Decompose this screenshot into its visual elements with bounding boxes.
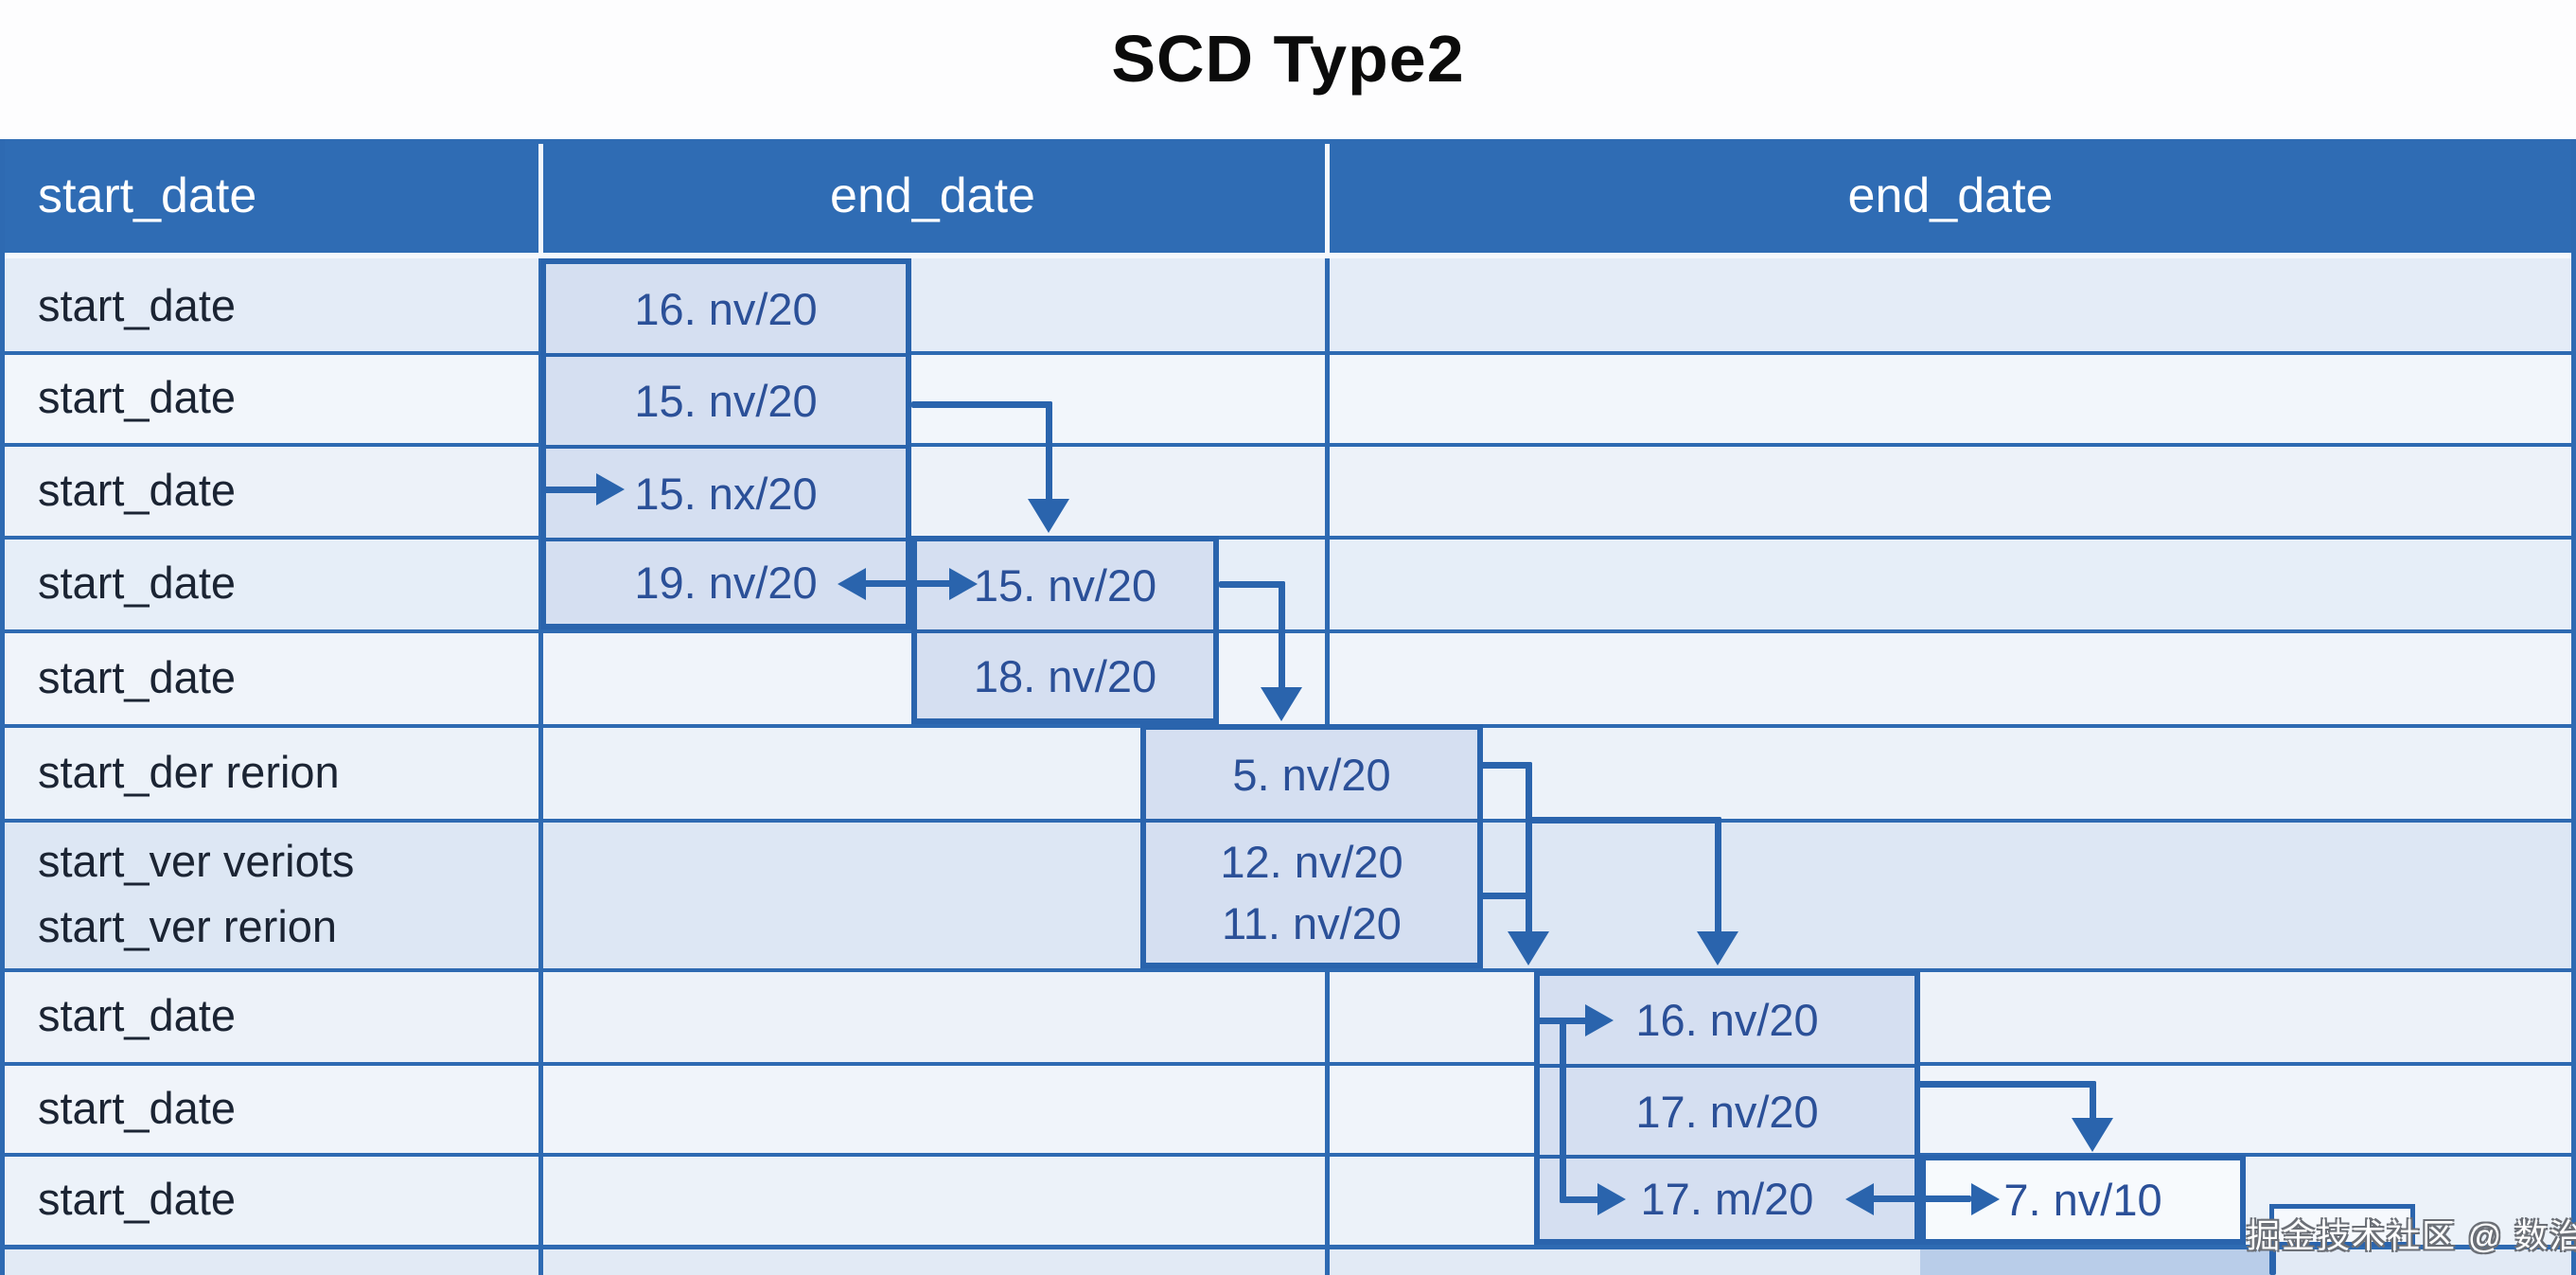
- table-row: start_date: [0, 258, 2576, 351]
- date-cell: 18. nv/20: [973, 650, 1157, 701]
- arrow-box4-to-box5-head: [2072, 1118, 2113, 1152]
- table-row: start_date: [0, 536, 2576, 629]
- row-label: start_date: [38, 279, 237, 330]
- grid-hline: [0, 968, 2576, 972]
- grid-vline-col1: [538, 258, 543, 1275]
- box-divider: [1146, 819, 1477, 823]
- arrow-box4-to-box5-v: [2090, 1081, 2096, 1121]
- arrow-into-r10-head: [1597, 1183, 1626, 1215]
- table-border-left: [0, 139, 5, 1275]
- partial-box-edge: [2269, 1247, 2276, 1275]
- arrow-r2-to-box2-h: [911, 401, 1052, 408]
- box-divider: [1540, 1064, 1914, 1068]
- date-cell: 15. nx/20: [634, 468, 818, 519]
- box-divider: [546, 538, 906, 541]
- table-row: start_date: [0, 968, 2576, 1062]
- diagram-title: SCD Type2: [1111, 22, 1465, 96]
- arrow-r10-right-head: [1971, 1183, 2000, 1215]
- partial-date-box: [2269, 1204, 2415, 1247]
- date-cell: 16. nv/20: [1635, 995, 1819, 1045]
- row-label: start_date: [38, 464, 237, 515]
- header-bottom-gap: [0, 253, 2576, 258]
- row-label-line2: start_ver rerion: [38, 901, 338, 951]
- date-cell-multiline: 12. nv/20 11. nv/20: [1220, 837, 1403, 948]
- arrow-r8-to-r10-v: [1560, 1018, 1566, 1203]
- arrow-box3-drop2-h: [1529, 817, 1721, 823]
- box-divider: [546, 445, 906, 449]
- arrow-box4-to-box5-h: [1918, 1081, 2096, 1088]
- table-row: start_date: [0, 443, 2576, 536]
- row-label: start_date: [38, 1082, 237, 1133]
- arrow-r2-to-box2-head: [1028, 499, 1069, 533]
- arrow-box3-r7-stub: [1479, 893, 1532, 899]
- date-cell: 19. nv/20: [634, 558, 818, 608]
- arrow-into-r8-head: [1585, 1004, 1614, 1036]
- row-label-line1: start_ver veriots: [38, 836, 355, 886]
- arrow-into-r10-shaft: [1560, 1196, 1599, 1203]
- grid-hline: [0, 536, 2576, 540]
- arrow-box3-drop1-v: [1526, 762, 1532, 934]
- date-cell: 17. m/20: [1640, 1174, 1814, 1224]
- date-cell: 16. nv/20: [634, 283, 818, 334]
- header-cell-start-date: start_date: [0, 139, 540, 253]
- date-box-5: 7. nv/10: [1920, 1155, 2246, 1245]
- arrow-r4-shaft: [861, 580, 954, 587]
- row-label: start_date: [38, 990, 237, 1040]
- table-row: start_date: [0, 1062, 2576, 1153]
- row-label: start_date: [38, 1174, 237, 1224]
- arrow-box3-r6-h: [1479, 762, 1532, 769]
- date-cell: 7. nv/10: [2003, 1175, 2162, 1225]
- header-separator: [1325, 144, 1330, 253]
- date-cell: 17. nv/20: [1635, 1086, 1819, 1137]
- grid-hline: [0, 1153, 2576, 1157]
- grid-hline-bottom: [0, 1245, 2576, 1249]
- arrow-box2-to-box3-h: [1219, 581, 1285, 588]
- row-label: start_der rerion: [38, 746, 340, 797]
- box-divider: [546, 353, 906, 357]
- header-cell-end-date-1: end_date: [540, 139, 1325, 253]
- row-label: start_date: [38, 558, 237, 608]
- header-separator: [538, 144, 543, 253]
- date-cell: 15. nv/20: [973, 560, 1157, 611]
- arrow-box3-drop2-head: [1697, 931, 1738, 965]
- arrow-r4-right-head: [949, 568, 978, 600]
- grid-hline: [0, 1062, 2576, 1066]
- arrow-r2-to-box2-v: [1046, 401, 1052, 504]
- date-cell: 5. nv/20: [1232, 749, 1391, 800]
- arrow-box3-drop1-head: [1508, 931, 1549, 965]
- grid-hline: [0, 443, 2576, 447]
- grid-hline: [0, 629, 2576, 633]
- table-row: start_date: [0, 351, 2576, 443]
- arrow-r10-shaft: [1869, 1195, 1971, 1202]
- date-box-1: 16. nv/20 15. nv/20 15. nx/20 19. nv/20: [540, 258, 911, 629]
- box-divider: [1540, 1155, 1914, 1159]
- box-divider: [917, 629, 1213, 633]
- row-label-multiline: start_ver veriots start_ver rerion: [0, 835, 354, 952]
- watermark-text: 掘金技术社区 @ 数治研习社: [2247, 1218, 2576, 1255]
- date-box-2: 15. nv/20 18. nv/20: [911, 536, 1219, 724]
- row-label: start_date: [38, 372, 237, 422]
- grid-hline: [0, 351, 2576, 355]
- arrow-box3-drop2-v: [1715, 817, 1721, 934]
- header-cell-end-date-2: end_date: [1325, 139, 2576, 253]
- date-cell: 15. nv/20: [634, 376, 818, 426]
- date-box-3: 5. nv/20 12. nv/20 11. nv/20: [1140, 724, 1483, 968]
- row-label: start_date: [38, 651, 237, 702]
- partial-box-fill: [1920, 1248, 2269, 1275]
- arrow-into-r3-shaft: [544, 487, 601, 493]
- arrow-box2-to-box3-head: [1261, 687, 1302, 721]
- table-border-right: [2571, 139, 2576, 1275]
- arrow-into-r3-head: [596, 473, 625, 505]
- arrow-box2-to-box3-v: [1279, 581, 1285, 692]
